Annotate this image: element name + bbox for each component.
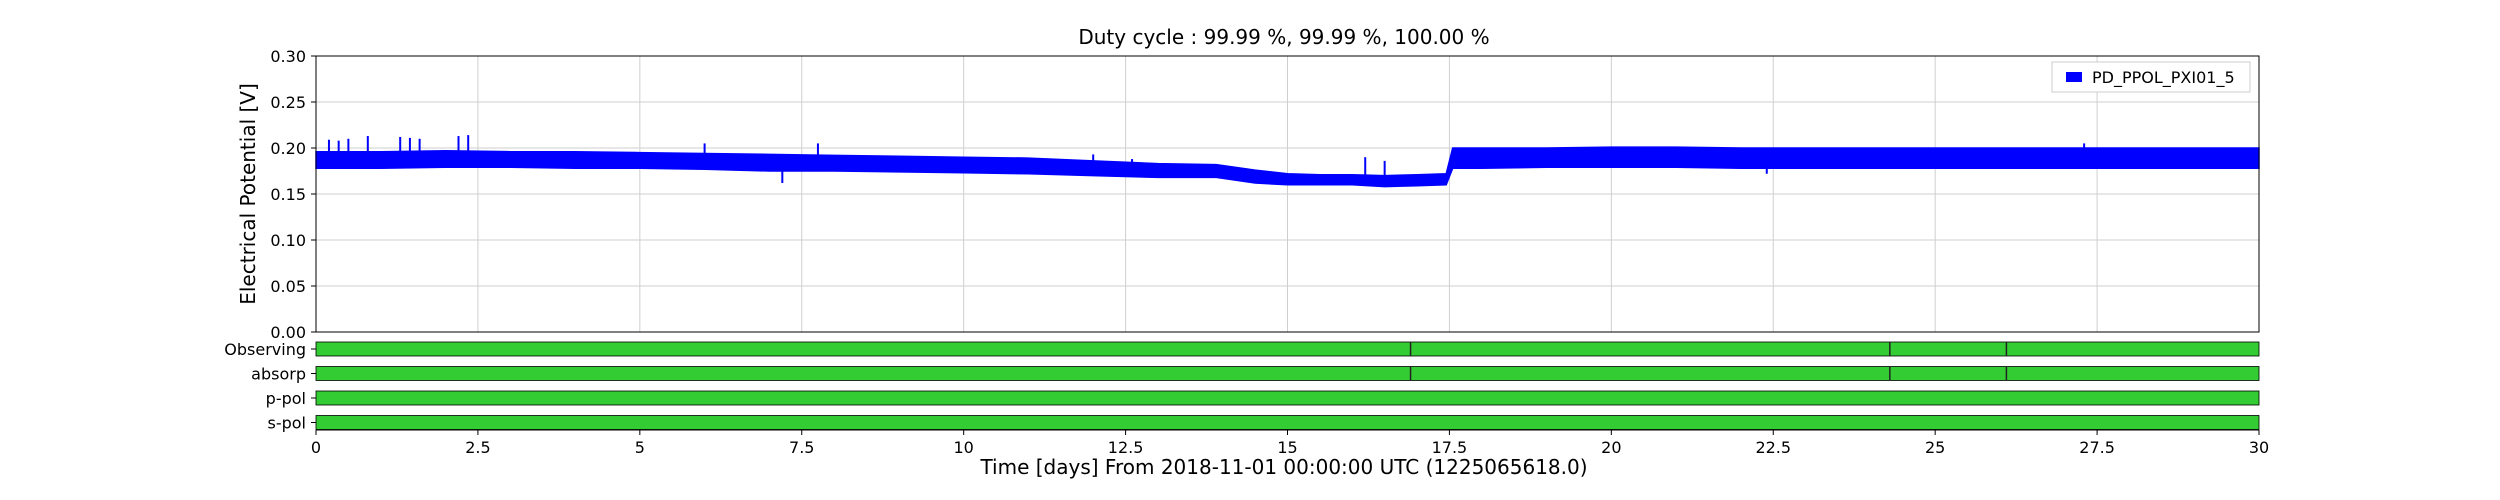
- x-axis-ticks: 0 2.5 5 7.5 10 12.5 15 17.5 20 22.5 25 27.5 30: [311, 429, 2269, 457]
- state-row: p-pol: [266, 389, 2260, 408]
- state-row: absorp: [251, 365, 2260, 384]
- state-bar: [315, 341, 2260, 357]
- y-axis-label: Electrical Potential [V]: [236, 83, 260, 305]
- y-tick-label: 0.00: [270, 323, 306, 342]
- legend-label-series: PD_PPOL_PXI01_5: [2092, 68, 2235, 88]
- x-tick-label: 22.5: [1755, 438, 1791, 457]
- x-tick-label: 27.5: [2079, 438, 2115, 457]
- x-tick-label: 10: [953, 438, 973, 457]
- x-tick-label: 30: [2249, 438, 2269, 457]
- state-label: absorp: [251, 365, 306, 384]
- y-tick-label: 0.20: [270, 139, 306, 158]
- x-tick-label: 20: [1601, 438, 1621, 457]
- grid-lines: [316, 56, 2259, 332]
- x-axis-label: Time [days] From 2018-11-01 00:00:00 UTC…: [979, 455, 1587, 479]
- x-tick-label: 17.5: [1432, 438, 1468, 457]
- state-label: p-pol: [266, 389, 306, 408]
- x-tick-label: 5: [635, 438, 645, 457]
- y-tick-label: 0.15: [270, 185, 306, 204]
- main-plot-area: 0.00 0.05 0.10 0.15 0.20 0.25 0.30 Electrical …: [236, 47, 2260, 342]
- state-bar: [315, 390, 2260, 406]
- y-tick-label: 0.25: [270, 93, 306, 112]
- state-row: Observing: [224, 340, 2260, 359]
- state-bar: [315, 415, 2260, 430]
- y-tick-label: 0.10: [270, 231, 306, 250]
- x-tick-label: 0: [311, 438, 321, 457]
- y-tick-label: 0.30: [270, 47, 306, 66]
- y-tick-label: 0.05: [270, 277, 306, 296]
- x-tick-label: 2.5: [465, 438, 490, 457]
- chart-title: Duty cycle : 99.99 %, 99.99 %, 100.00 %: [1078, 25, 1489, 49]
- x-tick-label: 12.5: [1108, 438, 1144, 457]
- legend-box: [2051, 61, 2251, 93]
- y-axis-ticks: 0.00 0.05 0.10 0.15 0.20 0.25 0.30: [270, 47, 316, 342]
- state-bar: [315, 366, 2260, 381]
- legend: PD_PPOL_PXI01_5: [2051, 61, 2251, 93]
- state-label: s-pol: [268, 414, 307, 433]
- legend-swatch: [2066, 72, 2082, 82]
- x-tick-label: 15: [1277, 438, 1297, 457]
- state-label: Observing: [224, 340, 306, 359]
- x-tick-label: 25: [1925, 438, 1945, 457]
- state-segment-bars: Observing absorp p-pol s-pol: [224, 340, 2260, 433]
- x-tick-label: 7.5: [789, 438, 814, 457]
